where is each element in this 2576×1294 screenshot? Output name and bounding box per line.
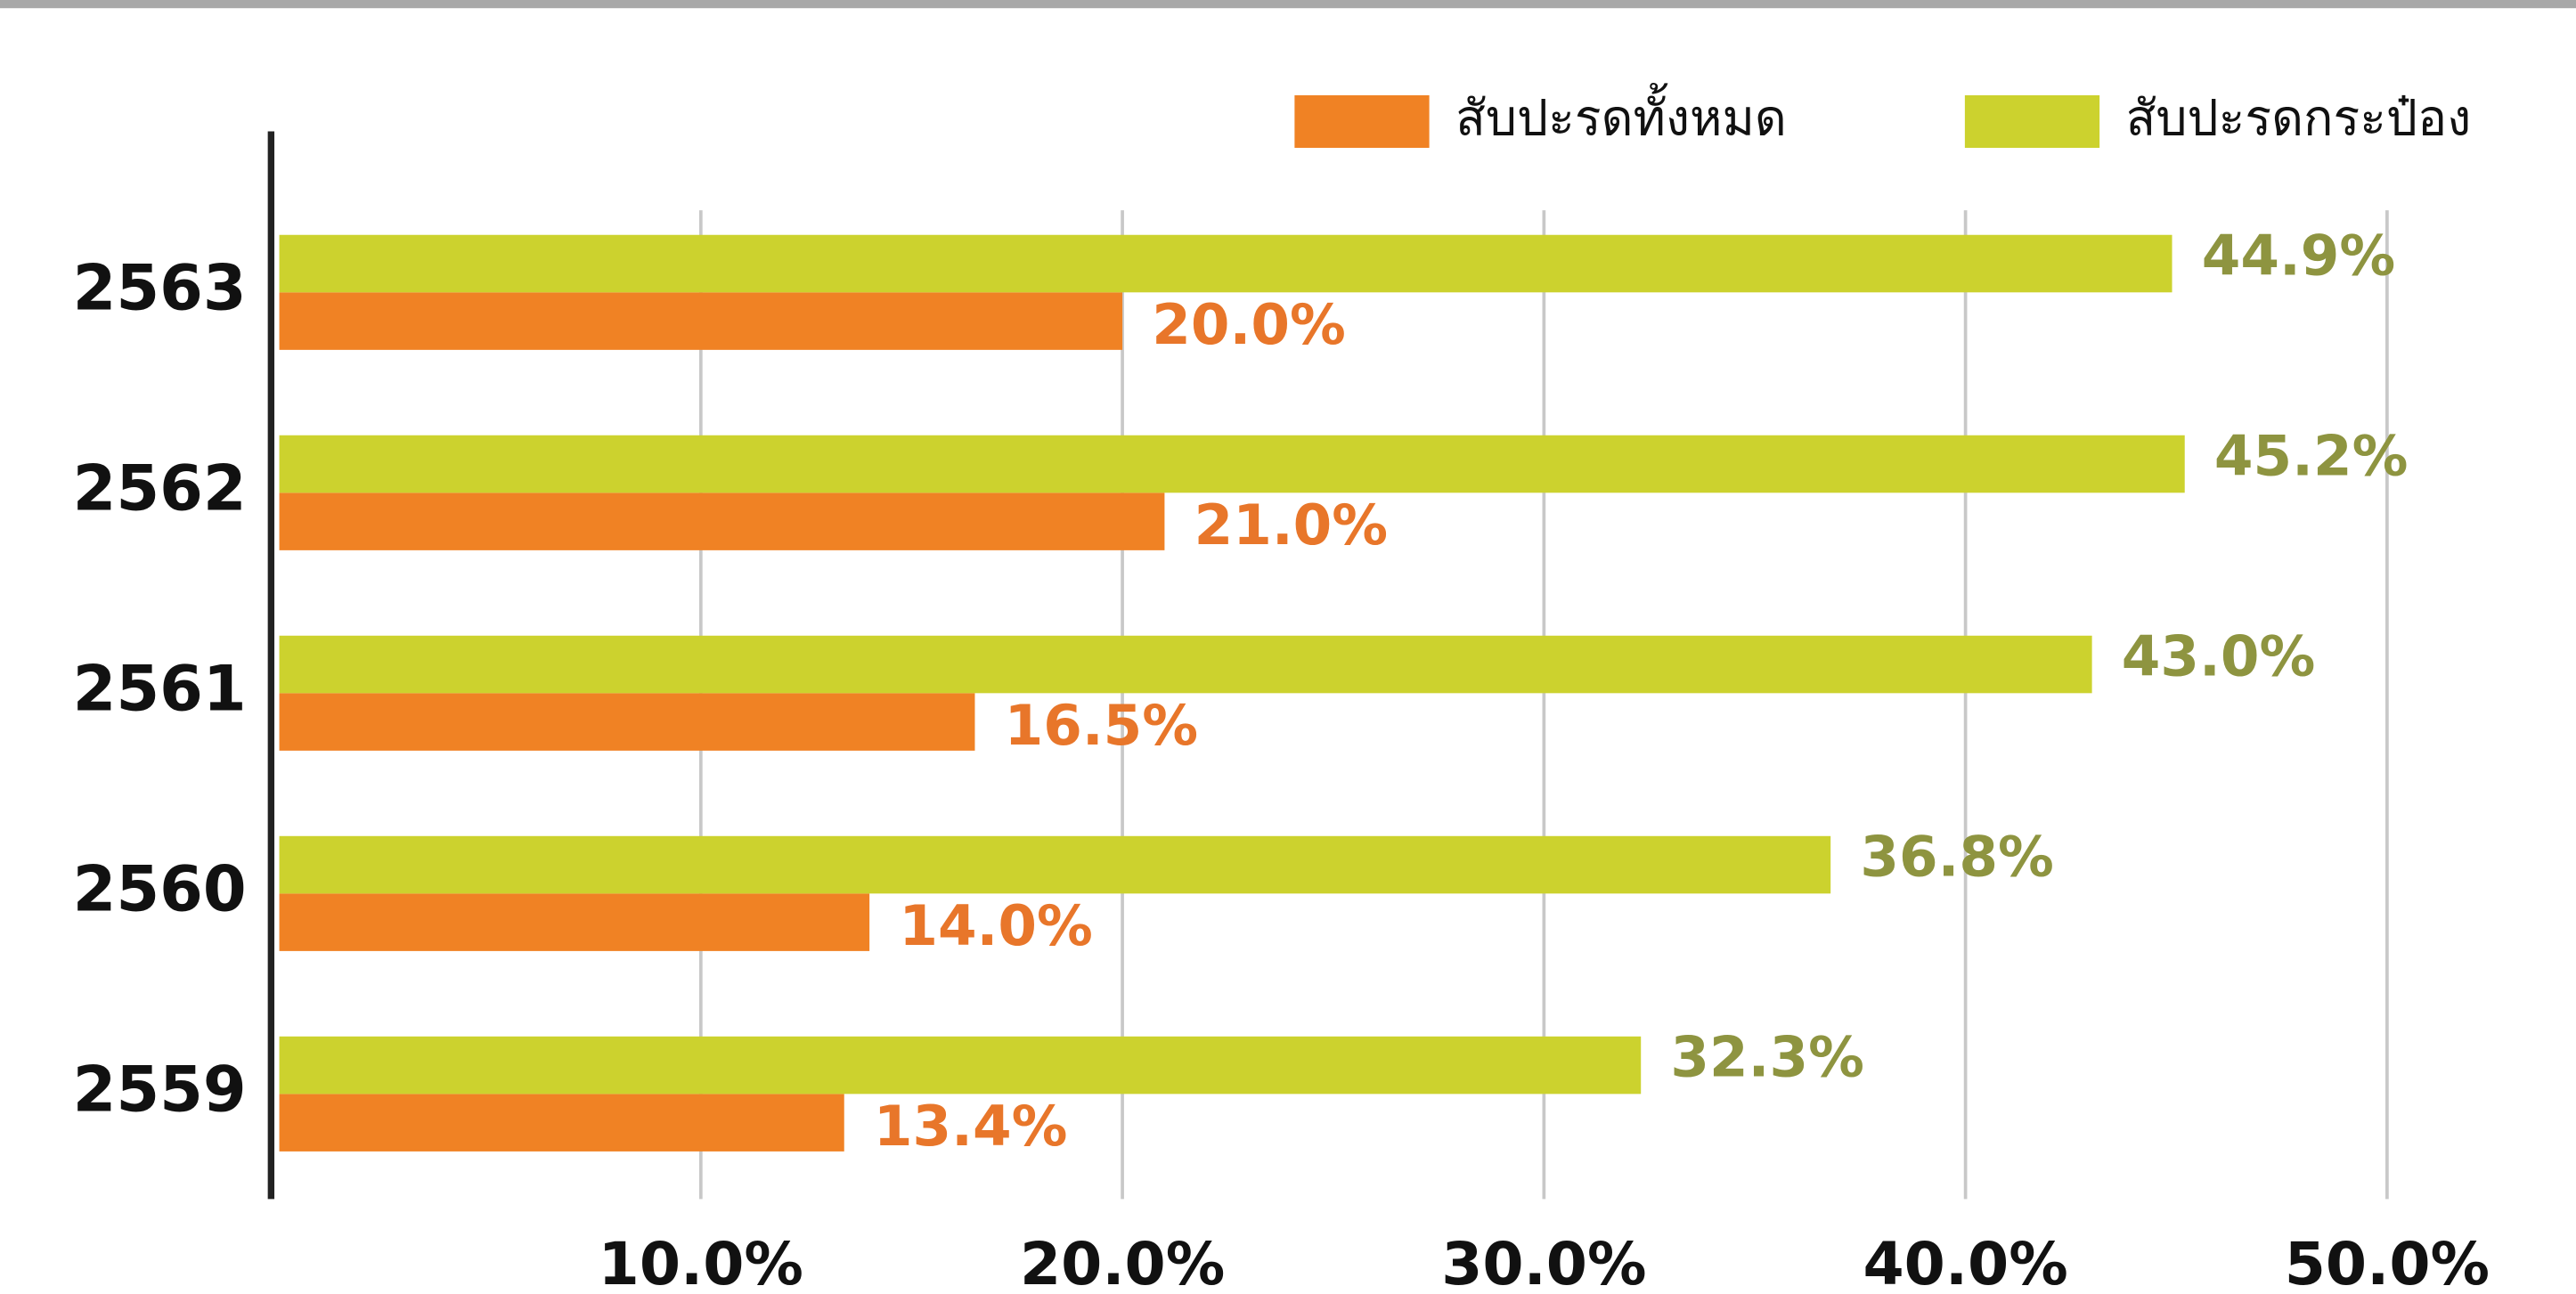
bar — [279, 1036, 1642, 1095]
data-label: 21.0% — [1194, 492, 1388, 557]
bar — [279, 234, 2172, 293]
data-label: 20.0% — [1152, 292, 1345, 357]
x-tick-label: 10.0% — [599, 1229, 803, 1294]
bar — [279, 1094, 844, 1152]
y-tick-label: 2563 — [73, 251, 247, 324]
y-tick-label: 2560 — [73, 852, 247, 925]
x-tick-label: 30.0% — [1441, 1229, 1646, 1294]
x-tick-label: 20.0% — [1020, 1229, 1225, 1294]
legend-label: สับปะรดกระป๋อง — [2126, 91, 2472, 148]
bar — [279, 435, 2185, 493]
bar — [279, 835, 1831, 894]
y-tick-label: 2562 — [73, 452, 247, 525]
bar — [279, 893, 870, 951]
legend-swatch — [1294, 94, 1430, 148]
bar — [279, 492, 1165, 550]
data-label: 13.4% — [874, 1094, 1067, 1159]
data-label: 45.2% — [2214, 424, 2408, 489]
bar — [279, 693, 975, 751]
data-label: 16.5% — [1005, 693, 1198, 758]
bar — [279, 635, 2092, 694]
y-tick-label: 2559 — [73, 1053, 247, 1126]
data-label: 32.3% — [1670, 1025, 1863, 1090]
x-tick-label: 40.0% — [1863, 1229, 2067, 1294]
bar — [279, 292, 1123, 350]
data-label: 43.0% — [2122, 624, 2315, 689]
data-label: 14.0% — [899, 893, 1092, 958]
data-label: 36.8% — [1860, 825, 2053, 890]
y-tick-label: 2561 — [73, 652, 247, 725]
legend-swatch — [1964, 94, 2100, 148]
top-border — [0, 0, 2576, 9]
legend-label: สับปะรดทั้งหมด — [1455, 83, 1787, 148]
x-tick-label: 50.0% — [2285, 1229, 2490, 1294]
data-label: 44.9% — [2202, 223, 2395, 288]
